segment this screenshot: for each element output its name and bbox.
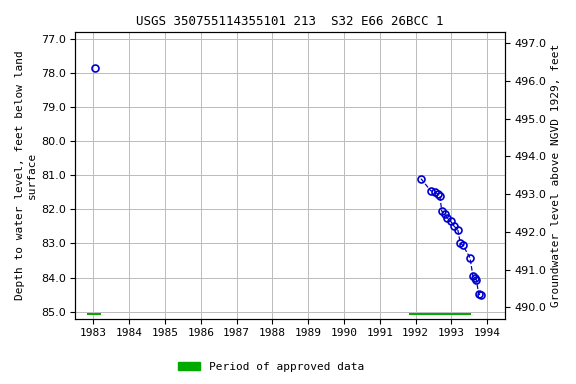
Title: USGS 350755114355101 213  S32 E66 26BCC 1: USGS 350755114355101 213 S32 E66 26BCC 1 xyxy=(137,15,444,28)
Y-axis label: Groundwater level above NGVD 1929, feet: Groundwater level above NGVD 1929, feet xyxy=(551,44,561,307)
Legend: Period of approved data: Period of approved data xyxy=(173,358,368,377)
Y-axis label: Depth to water level, feet below land
surface: Depth to water level, feet below land su… xyxy=(15,50,37,300)
